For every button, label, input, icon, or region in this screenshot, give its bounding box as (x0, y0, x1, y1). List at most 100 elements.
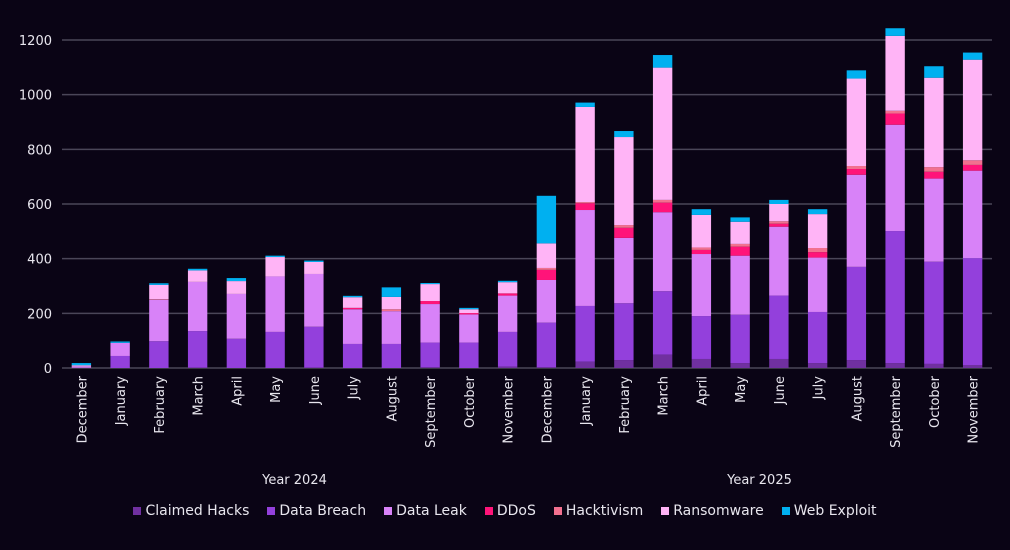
x-tick-label: October (928, 375, 943, 428)
bar-segment-ransomware (924, 77, 944, 168)
bar-segment-web-exploit (459, 307, 479, 310)
legend-swatch (267, 507, 276, 515)
legend-swatch (484, 507, 493, 515)
bar-segment-ransomware (730, 221, 750, 244)
bar-segment-web-exploit (304, 260, 324, 262)
bar-segment-web-exploit (730, 217, 750, 222)
legend-item: DDoS (484, 503, 536, 519)
bar-segment-web-exploit (962, 52, 983, 60)
legend-swatch (553, 507, 562, 515)
bar-segment-data-leak (265, 276, 285, 332)
bar-segment-ddos (769, 223, 789, 227)
legend-item: Ransomware (661, 503, 764, 519)
bar-segment-ransomware (885, 35, 905, 111)
bar-segment-ransomware (769, 204, 789, 222)
bar-segment-claimed-hacks (691, 358, 712, 368)
bar-segment-web-exploit (691, 209, 712, 215)
bar-segment-ddos (614, 227, 634, 238)
bar-segment-data-breach (497, 331, 518, 367)
bar-segment-data-leak (652, 212, 673, 292)
bar-segment-data-breach (459, 342, 479, 368)
bar-segment-data-leak (769, 226, 789, 296)
bar-segment-data-breach (962, 258, 983, 365)
y-tick-label: 1000 (19, 89, 52, 104)
bar-segment-data-leak (730, 255, 750, 315)
bar-segment-ransomware (149, 284, 169, 300)
bar-segment-data-leak (575, 210, 595, 306)
bar-segment-data-breach (769, 295, 789, 359)
x-tick-label: November (967, 375, 982, 443)
x-tick-label: October (463, 375, 478, 428)
bar-segment-claimed-hacks (304, 367, 324, 368)
y-tick-label: 200 (27, 307, 52, 322)
legend-swatch (384, 507, 393, 515)
x-tick-label: August (850, 376, 865, 422)
bar-segment-web-exploit (149, 283, 169, 285)
bar-segment-hacktivism (807, 248, 828, 253)
bar-segment-ddos (497, 293, 518, 296)
bar-segment-data-breach (614, 303, 634, 361)
bar-segment-web-exploit (575, 102, 595, 107)
x-tick-label: June (308, 376, 323, 405)
bar-segment-hacktivism (730, 243, 750, 247)
legend-label: Web Exploit (793, 503, 877, 519)
bar-segment-ransomware (304, 261, 324, 274)
y-tick-label: 400 (27, 253, 52, 268)
y-tick-label: 800 (27, 143, 52, 158)
x-tick-label: July (812, 376, 827, 401)
bar-segment-hacktivism (614, 225, 634, 228)
bar-segment-claimed-hacks (807, 363, 828, 368)
legend-label: Ransomware (673, 503, 764, 519)
bar-segment-hacktivism (652, 199, 673, 203)
x-tick-label: March (192, 376, 207, 416)
bar-segment-data-leak (497, 295, 518, 332)
bar-segment-hacktivism (381, 309, 402, 312)
x-tick-label: January (579, 376, 594, 427)
bar-segment-ransomware (575, 106, 595, 203)
bar-segment-ddos (924, 171, 944, 179)
x-tick-label: July (347, 376, 362, 401)
bar-segment-ransomware (187, 270, 208, 282)
bar-segment-web-exploit (265, 255, 285, 258)
bar-segment-hacktivism (924, 167, 944, 172)
legend-item: Data Breach (267, 503, 366, 519)
legend-swatch (661, 507, 670, 515)
bar-segment-claimed-hacks (497, 366, 518, 368)
x-tick-label: November (502, 375, 517, 443)
bar-segment-ransomware (71, 365, 92, 367)
bar-segment-ransomware (807, 214, 828, 249)
legend-item: Web Exploit (781, 503, 877, 519)
bar-segment-data-breach (885, 231, 905, 364)
bar-segment-ddos (807, 252, 828, 258)
bar-segment-data-leak (536, 279, 557, 323)
bar-segment-data-breach (149, 341, 169, 368)
legend-label: Data Breach (279, 503, 367, 519)
bar-segment-ransomware (265, 257, 285, 277)
bar-segment-hacktivism (769, 221, 789, 224)
legend-item: Claimed Hacks (133, 503, 249, 519)
bar-segment-ransomware (420, 284, 440, 302)
gridlines (62, 39, 992, 369)
x-axis: December January February March April May June… (75, 375, 981, 488)
x-tick-label: January (114, 376, 129, 427)
x-tick-label: May (734, 376, 749, 403)
x-tick-label: December (75, 375, 90, 443)
bar-segment-web-exploit (807, 209, 828, 215)
bar-segment-data-leak (226, 293, 247, 339)
bar-segment-data-leak (187, 281, 208, 332)
bar-segment-claimed-hacks (420, 367, 440, 368)
bar-segment-web-exploit (536, 195, 557, 244)
bar-segment-data-leak (846, 174, 867, 267)
bar-segment-data-leak (885, 124, 905, 232)
legend-label: Hacktivism (565, 503, 644, 519)
bar-segment-ransomware (226, 281, 247, 294)
bar-segment-claimed-hacks (536, 367, 557, 368)
legend-label: DDoS (496, 503, 536, 519)
bar-segment-hacktivism (691, 247, 712, 250)
bar-segment-web-exploit (226, 278, 247, 282)
bar-segment-ddos (459, 313, 479, 315)
bar-segment-hacktivism (846, 166, 867, 170)
x-tick-label: March (657, 376, 672, 416)
bar-segment-data-leak (962, 170, 983, 259)
bar-segment-claimed-hacks (614, 360, 634, 368)
